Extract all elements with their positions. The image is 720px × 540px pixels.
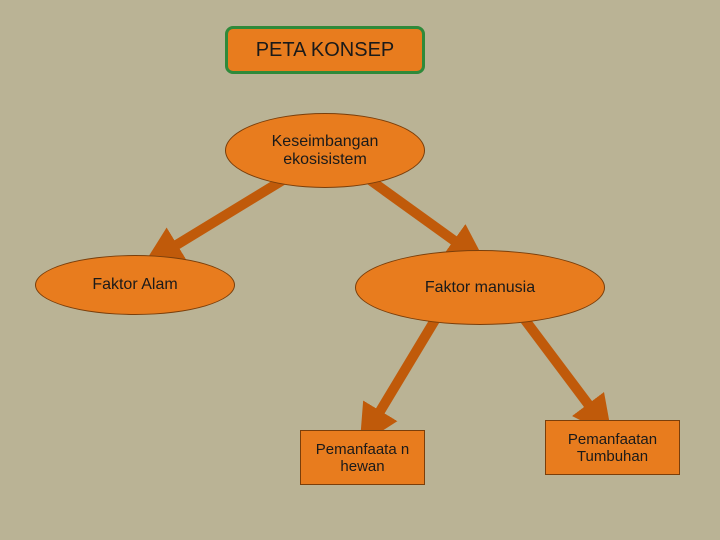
- node-left-label: Faktor Alam: [92, 276, 177, 294]
- node-faktor-alam: Faktor Alam: [35, 255, 235, 315]
- node-right-label: Faktor manusia: [425, 279, 535, 297]
- node-child-right-label: Pemanfaatan Tumbuhan: [558, 431, 667, 465]
- node-pemanfaatan-hewan: Pemanfaata n hewan: [300, 430, 425, 485]
- node-child-left-label: Pemanfaata n hewan: [313, 441, 412, 475]
- node-root: Keseimbangan ekosisistem: [225, 113, 425, 188]
- node-pemanfaatan-tumbuhan: Pemanfaatan Tumbuhan: [545, 420, 680, 475]
- concept-map-title: PETA KONSEP: [225, 26, 425, 74]
- title-text: PETA KONSEP: [256, 39, 395, 62]
- node-faktor-manusia: Faktor manusia: [355, 250, 605, 325]
- node-root-label: Keseimbangan ekosisistem: [238, 133, 412, 169]
